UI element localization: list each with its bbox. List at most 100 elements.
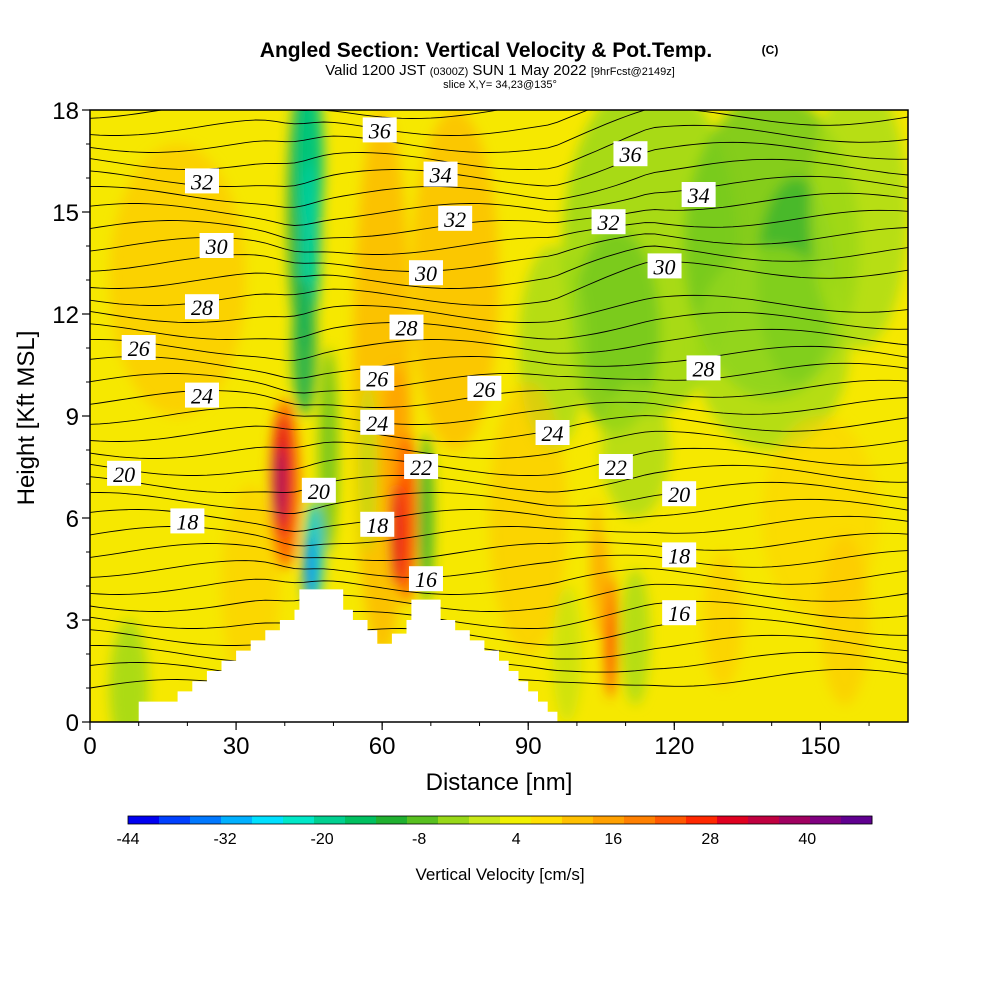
- isentrope-label: 26: [360, 365, 395, 392]
- velocity-cell: [411, 110, 499, 450]
- x-tick-label: 0: [83, 733, 96, 760]
- colorbar-swatch: [438, 816, 470, 824]
- y-tick-label: 15: [52, 200, 79, 227]
- isentrope-label: 22: [598, 454, 633, 480]
- colorbar-swatch: [376, 816, 408, 824]
- isentrope-label: 20: [301, 477, 336, 504]
- colorbar-tick-label: -20: [311, 831, 334, 848]
- velocity-cell: [591, 501, 602, 603]
- colorbar-tick-label: 4: [512, 831, 521, 848]
- isentrope-label: 28: [389, 314, 424, 341]
- colorbar-tick-label: 40: [798, 831, 816, 848]
- x-axis: 0 30 60 90 120 150: [83, 722, 870, 760]
- isentrope-label: 34: [423, 161, 458, 188]
- isentrope-line: [90, 158, 908, 208]
- isentrope-line: [90, 175, 908, 226]
- chart-title-mark: (C): [762, 43, 779, 57]
- colorbar-swatch: [624, 816, 656, 824]
- subtitle-part: Valid 1200 JST: [325, 62, 430, 79]
- subtitle-part: [9hrFcst@2149z]: [591, 66, 675, 78]
- isentrope-label: 24: [360, 409, 395, 436]
- x-tick-label: 150: [800, 733, 840, 760]
- isentrope-label: 30: [408, 260, 443, 286]
- colorbar-tick-label: -44: [116, 831, 139, 848]
- isentrope-line: [90, 192, 908, 241]
- isentrope-label: 28: [184, 294, 219, 320]
- isentrope-label: 34: [681, 182, 716, 208]
- isentrope-line: [90, 110, 908, 153]
- y-tick-label: 12: [52, 302, 79, 329]
- colorbar-swatch: [748, 816, 780, 824]
- colorbar-swatch: [159, 816, 191, 824]
- x-tick-label: 30: [223, 733, 250, 760]
- isentrope-label-text: 32: [443, 207, 466, 232]
- velocity-cell: [274, 446, 286, 522]
- x-tick-label: 90: [515, 733, 542, 760]
- x-tick-label: 60: [369, 733, 396, 760]
- isentrope-line: [90, 294, 908, 323]
- isentrope-line: [90, 515, 908, 547]
- y-tick-label: 18: [52, 98, 79, 125]
- isentrope-label-text: 34: [687, 183, 710, 208]
- colorbar-swatch: [717, 816, 749, 824]
- isentrope-label: 30: [199, 233, 234, 259]
- isentrope-label: 26: [467, 375, 502, 402]
- colorbar-tick-label: -8: [412, 831, 426, 848]
- isentrope-line: [90, 311, 908, 340]
- isentrope-line: [90, 328, 908, 361]
- isentrope-label: 16: [662, 600, 697, 626]
- isentrope-label-text: 24: [542, 421, 564, 446]
- isentrope-label: 30: [647, 253, 682, 279]
- velocity-cell: [109, 620, 149, 722]
- colorbar-swatch: [314, 816, 346, 824]
- isentrope-labels: 36 36 32 34 34 32 32 30 30 30 28 28 28 26 26 26 24 24 24 22…: [107, 117, 721, 626]
- colorbar-swatch: [593, 816, 625, 824]
- isentrope-label-text: 16: [415, 567, 437, 592]
- isentrope-label-text: 28: [191, 295, 213, 320]
- colorbar-swatch: [841, 816, 873, 824]
- x-axis-label: Distance [nm]: [426, 769, 573, 796]
- colorbar: -44 -32 -20 -8 4 16 28 40: [116, 815, 873, 848]
- colorbar-swatch: [252, 816, 284, 824]
- isentrope-line: [90, 498, 908, 532]
- subtitle-part: (0300Z): [430, 66, 469, 78]
- slice-text: slice X,Y= 34,23@135°: [443, 79, 557, 91]
- isentrope-line: [90, 362, 908, 394]
- velocity-cell: [703, 552, 743, 688]
- isentrope-label-text: 32: [190, 169, 213, 194]
- colorbar-swatch: [469, 816, 501, 824]
- isentrope-line: [90, 550, 908, 578]
- isentrope-label-text: 28: [395, 316, 417, 341]
- velocity-cell: [820, 535, 870, 705]
- isentrope-label-text: 30: [653, 254, 676, 279]
- isentrope-label-text: 20: [308, 479, 330, 504]
- isentrope-label-text: 26: [128, 336, 150, 361]
- isentrope-line: [90, 481, 908, 514]
- isentrope-line: [90, 447, 908, 476]
- isentrope-label: 24: [184, 382, 219, 409]
- colorbar-tick-label: 16: [604, 831, 622, 848]
- isentrope-label-text: 32: [597, 210, 620, 235]
- colorbar-swatch: [686, 816, 718, 824]
- isentrope-label-text: 30: [414, 261, 437, 286]
- isentrope-label-text: 22: [605, 455, 627, 480]
- isentrope-line: [90, 345, 908, 379]
- isentrope-label-text: 30: [205, 234, 228, 259]
- isentrope-label: 28: [686, 355, 721, 381]
- velocity-cell: [552, 586, 582, 722]
- isentrope-label: 20: [662, 481, 697, 507]
- isentrope-label: 24: [535, 420, 570, 446]
- y-axis-label: Height [Kft MSL]: [13, 331, 40, 506]
- isentrope-label-text: 22: [410, 455, 432, 480]
- isentrope-label-text: 18: [176, 509, 198, 534]
- isentrope-label-text: 24: [191, 384, 213, 409]
- isentrope-label-text: 18: [668, 543, 690, 568]
- isentrope-lines: [90, 110, 908, 700]
- isentrope-label: 32: [184, 168, 219, 194]
- isentrope-label: 18: [360, 511, 395, 538]
- y-axis: 0 3 6 9 12 15 18: [52, 98, 90, 737]
- colorbar-tick-label: 28: [701, 831, 719, 848]
- isentrope-label-text: 20: [113, 462, 135, 487]
- colorbar-tick-label: -32: [213, 831, 236, 848]
